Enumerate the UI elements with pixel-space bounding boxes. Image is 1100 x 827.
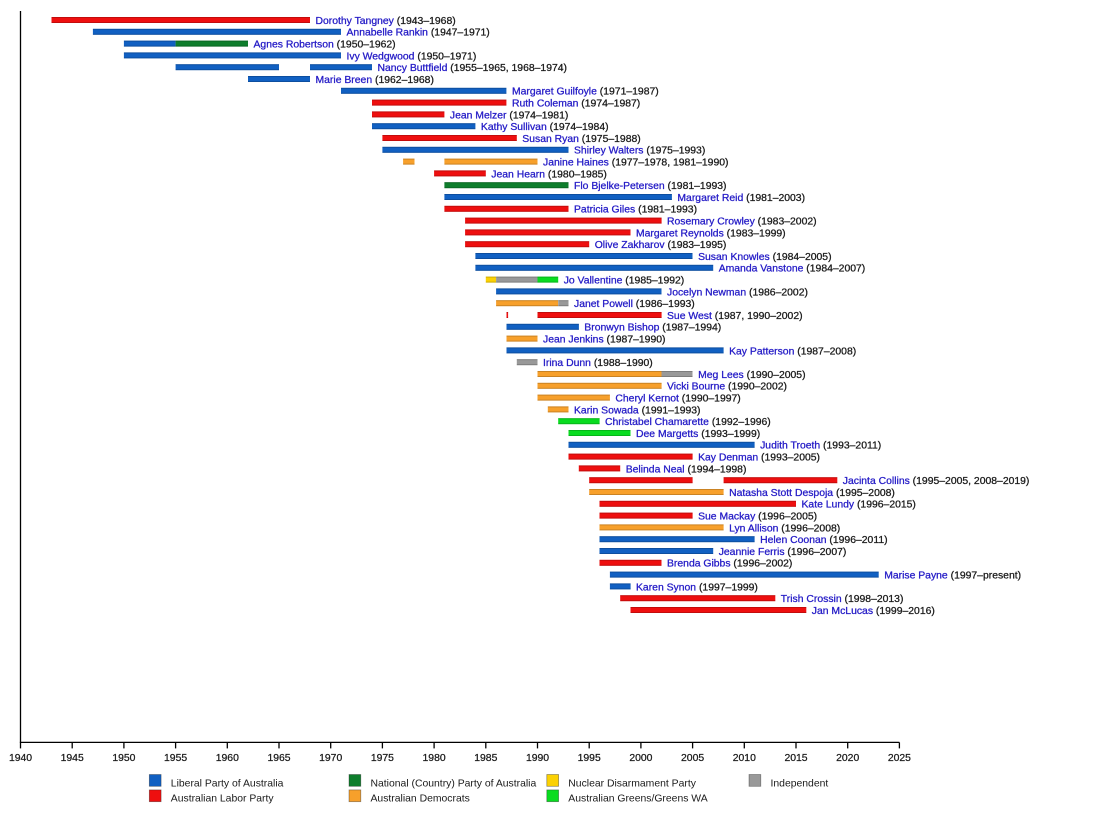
svg-text:Bronwyn Bishop (1987–1994): Bronwyn Bishop (1987–1994) (584, 323, 721, 334)
svg-text:Judith Troeth (1993–2011): Judith Troeth (1993–2011) (760, 441, 881, 452)
svg-text:Independent: Independent (771, 778, 829, 789)
svg-text:Jeannie Ferris (1996–2007): Jeannie Ferris (1996–2007) (719, 547, 847, 558)
svg-text:1940: 1940 (9, 753, 32, 764)
svg-text:Marie Breen (1962–1968): Marie Breen (1962–1968) (316, 75, 434, 86)
svg-text:Margaret Guilfoyle (1971–1987): Margaret Guilfoyle (1971–1987) (512, 87, 659, 98)
svg-text:Lyn Allison (1996–2008): Lyn Allison (1996–2008) (729, 523, 840, 534)
svg-text:Nuclear Disarmament Party: Nuclear Disarmament Party (568, 778, 696, 789)
svg-text:Australian Greens/Greens WA: Australian Greens/Greens WA (568, 794, 707, 805)
svg-text:1970: 1970 (319, 753, 342, 764)
svg-text:Margaret Reid (1981–2003): Margaret Reid (1981–2003) (677, 193, 805, 204)
svg-text:Cheryl Kernot (1990–1997): Cheryl Kernot (1990–1997) (615, 394, 740, 405)
svg-text:Karen Synon (1997–1999): Karen Synon (1997–1999) (636, 582, 758, 593)
svg-text:1990: 1990 (526, 753, 549, 764)
svg-text:Margaret Reynolds (1983–1999): Margaret Reynolds (1983–1999) (636, 228, 786, 239)
svg-text:Janet Powell (1986–1993): Janet Powell (1986–1993) (574, 299, 695, 310)
svg-text:Rosemary Crowley (1983–2002): Rosemary Crowley (1983–2002) (667, 217, 817, 228)
svg-text:Meg Lees (1990–2005): Meg Lees (1990–2005) (698, 370, 805, 381)
svg-text:Christabel Chamarette (1992–19: Christabel Chamarette (1992–1996) (605, 417, 771, 428)
svg-text:Dee Margetts (1993–1999): Dee Margetts (1993–1999) (636, 429, 760, 440)
svg-text:Kay Patterson (1987–2008): Kay Patterson (1987–2008) (729, 346, 856, 357)
svg-text:Marise Payne (1997–present): Marise Payne (1997–present) (884, 571, 1021, 582)
svg-text:Olive Zakharov (1983–1995): Olive Zakharov (1983–1995) (595, 240, 727, 251)
svg-text:Kathy Sullivan (1974–1984): Kathy Sullivan (1974–1984) (481, 122, 609, 133)
svg-text:1965: 1965 (267, 753, 290, 764)
svg-text:Helen Coonan (1996–2011): Helen Coonan (1996–2011) (760, 535, 887, 546)
svg-text:1995: 1995 (578, 753, 601, 764)
svg-text:Ivy Wedgwood (1950–1971): Ivy Wedgwood (1950–1971) (347, 51, 477, 62)
svg-text:2000: 2000 (629, 753, 652, 764)
svg-text:1950: 1950 (112, 753, 135, 764)
svg-text:Vicki Bourne (1990–2002): Vicki Bourne (1990–2002) (667, 382, 787, 393)
svg-text:1985: 1985 (474, 753, 497, 764)
svg-text:Kate Lundy (1996–2015): Kate Lundy (1996–2015) (802, 500, 916, 511)
svg-text:Susan Knowles (1984–2005): Susan Knowles (1984–2005) (698, 252, 831, 263)
svg-text:1980: 1980 (423, 753, 446, 764)
svg-text:Irina Dunn (1988–1990): Irina Dunn (1988–1990) (543, 358, 653, 369)
svg-text:Jean Jenkins (1987–1990): Jean Jenkins (1987–1990) (543, 335, 665, 346)
svg-text:Australian Democrats: Australian Democrats (371, 794, 470, 805)
svg-text:Belinda Neal (1994–1998): Belinda Neal (1994–1998) (626, 464, 747, 475)
svg-text:Natasha Stott Despoja (1995–20: Natasha Stott Despoja (1995–2008) (729, 488, 895, 499)
svg-text:Ruth Coleman (1974–1987): Ruth Coleman (1974–1987) (512, 99, 640, 110)
svg-text:1955: 1955 (164, 753, 187, 764)
svg-text:Agnes Robertson (1950–1962): Agnes Robertson (1950–1962) (254, 40, 396, 51)
svg-text:Dorothy Tangney (1943–1968): Dorothy Tangney (1943–1968) (316, 16, 456, 27)
svg-text:Amanda Vanstone (1984–2007): Amanda Vanstone (1984–2007) (719, 264, 866, 275)
svg-text:Brenda Gibbs (1996–2002): Brenda Gibbs (1996–2002) (667, 559, 792, 570)
svg-text:Annabelle Rankin (1947–1971): Annabelle Rankin (1947–1971) (347, 28, 490, 39)
svg-text:Susan Ryan (1975–1988): Susan Ryan (1975–1988) (522, 134, 640, 145)
svg-text:1945: 1945 (61, 753, 84, 764)
svg-text:Trish Crossin (1998–2013): Trish Crossin (1998–2013) (781, 594, 904, 605)
svg-text:National (Country) Party of Au: National (Country) Party of Australia (371, 778, 537, 789)
svg-text:Flo Bjelke-Petersen (1981–1993: Flo Bjelke-Petersen (1981–1993) (574, 181, 727, 192)
svg-text:Jocelyn Newman (1986–2002): Jocelyn Newman (1986–2002) (667, 287, 808, 298)
svg-text:2005: 2005 (681, 753, 704, 764)
svg-text:Jan McLucas (1999–2016): Jan McLucas (1999–2016) (812, 606, 935, 617)
svg-text:Kay Denman (1993–2005): Kay Denman (1993–2005) (698, 453, 820, 464)
svg-text:Patricia Giles (1981–1993): Patricia Giles (1981–1993) (574, 205, 697, 216)
svg-text:Karin Sowada (1991–1993): Karin Sowada (1991–1993) (574, 405, 701, 416)
svg-text:Shirley Walters (1975–1993): Shirley Walters (1975–1993) (574, 146, 705, 157)
svg-text:2015: 2015 (784, 753, 807, 764)
svg-text:Jean Melzer (1974–1981): Jean Melzer (1974–1981) (450, 110, 568, 121)
svg-text:Sue West (1987, 1990–2002): Sue West (1987, 1990–2002) (667, 311, 803, 322)
svg-text:Nancy Buttfield (1955–1965, 19: Nancy Buttfield (1955–1965, 1968–1974) (378, 63, 568, 74)
svg-text:2020: 2020 (836, 753, 859, 764)
svg-text:2025: 2025 (888, 753, 911, 764)
svg-text:Jacinta Collins (1995–2005, 20: Jacinta Collins (1995–2005, 2008–2019) (843, 476, 1030, 487)
svg-text:1975: 1975 (371, 753, 394, 764)
svg-text:Janine Haines (1977–1978, 1981: Janine Haines (1977–1978, 1981–1990) (543, 158, 728, 169)
svg-text:2010: 2010 (733, 753, 756, 764)
svg-text:Australian Labor Party: Australian Labor Party (171, 794, 275, 805)
svg-text:Sue Mackay (1996–2005): Sue Mackay (1996–2005) (698, 512, 817, 523)
svg-text:Jean Hearn (1980–1985): Jean Hearn (1980–1985) (491, 169, 607, 180)
svg-text:Liberal Party of Australia: Liberal Party of Australia (171, 778, 284, 789)
svg-text:Jo Vallentine (1985–1992): Jo Vallentine (1985–1992) (564, 276, 685, 287)
svg-text:1960: 1960 (216, 753, 239, 764)
